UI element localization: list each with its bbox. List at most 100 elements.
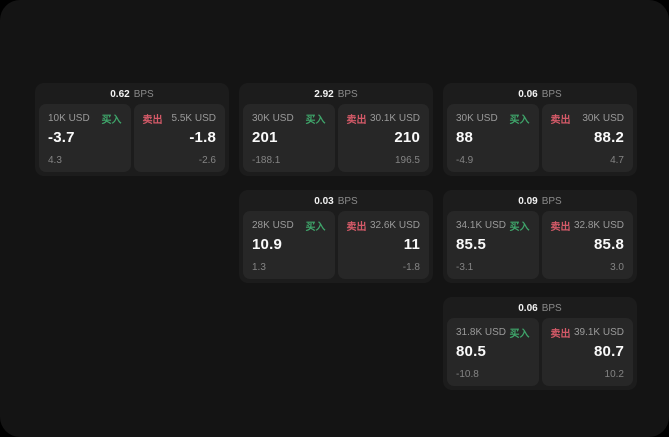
buy-side-label: 买入 [101,115,122,126]
panels: 34.1K USD 买入 85.5 -3.1 卖出 32.8K USD 85.8… [447,211,633,279]
sell-panel[interactable]: 卖出 39.1K USD 80.7 10.2 [541,318,633,386]
bps-value: 0.09 [518,196,538,207]
sell-amount: 30K USD [582,113,624,124]
card-header: 0.06 BPS [447,300,633,318]
buy-side-label: 买入 [509,222,530,233]
sell-delta: 10.2 [604,369,624,380]
bps-value: 0.03 [314,196,334,207]
sell-panel[interactable]: 卖出 30.1K USD 210 196.5 [337,104,429,172]
buy-delta: -10.8 [456,369,479,380]
buy-amount: 34.1K USD [456,220,507,231]
quote-card-1: 0.62 BPS 10K USD 买入 -3.7 4.3 卖出 5.5K USD [35,83,229,176]
sell-delta: 3.0 [610,262,624,273]
quote-card-2: 2.92 BPS 30K USD 买入 201 -188.1 卖出 30.1K … [239,83,433,176]
sell-panel[interactable]: 卖出 30K USD 88.2 4.7 [541,104,633,172]
panels: 28K USD 买入 10.9 1.3 卖出 32.6K USD 11 -1.8 [243,211,429,279]
sell-panel[interactable]: 卖出 32.8K USD 85.8 3.0 [541,211,633,279]
sell-panel-top: 卖出 32.6K USD [347,218,421,233]
buy-amount: 30K USD [456,113,498,124]
buy-amount: 31.8K USD [456,327,507,338]
buy-delta: -188.1 [252,155,281,166]
buy-panel-top: 10K USD 买入 [48,111,122,126]
buy-panel[interactable]: 10K USD 买入 -3.7 4.3 [39,104,131,172]
sell-panel[interactable]: 卖出 32.6K USD 11 -1.8 [337,211,429,279]
buy-price: 201 [252,129,278,146]
sell-price: 85.8 [594,236,624,253]
panels: 31.8K USD 买入 80.5 -10.8 卖出 39.1K USD 80.… [447,318,633,386]
sell-amount: 32.6K USD [369,220,420,231]
buy-amount: 28K USD [252,220,294,231]
sell-panel-top: 卖出 39.1K USD [551,325,625,340]
sell-amount: 5.5K USD [171,113,216,124]
bps-unit: BPS [541,89,562,100]
sell-side-label: 卖出 [346,222,367,233]
sell-side-label: 卖出 [550,115,571,126]
buy-panel[interactable]: 30K USD 买入 88 -4.9 [447,104,539,172]
buy-delta: -3.1 [456,262,474,273]
buy-side-label: 买入 [305,115,326,126]
buy-panel[interactable]: 31.8K USD 买入 80.5 -10.8 [447,318,539,386]
sell-delta: -1.8 [402,262,420,273]
card-header: 0.62 BPS [39,86,225,104]
buy-panel-top: 28K USD 买入 [252,218,326,233]
card-header: 2.92 BPS [243,86,429,104]
buy-panel[interactable]: 28K USD 买入 10.9 1.3 [243,211,335,279]
sell-amount: 30.1K USD [369,113,420,124]
card-header: 0.09 BPS [447,193,633,211]
panels: 30K USD 买入 201 -188.1 卖出 30.1K USD 210 1… [243,104,429,172]
quote-card-3: 0.06 BPS 30K USD 买入 88 -4.9 卖出 30K USD [443,83,637,176]
bps-value: 0.06 [518,89,538,100]
buy-price: -3.7 [48,129,75,146]
buy-panel[interactable]: 34.1K USD 买入 85.5 -3.1 [447,211,539,279]
bps-unit: BPS [541,196,562,207]
sell-panel-top: 卖出 32.8K USD [551,218,625,233]
quote-grid: 0.62 BPS 10K USD 买入 -3.7 4.3 卖出 5.5K USD [35,83,637,390]
sell-price: 88.2 [594,129,624,146]
sell-side-label: 卖出 [550,329,571,340]
buy-delta: 1.3 [252,262,266,273]
sell-amount: 39.1K USD [573,327,624,338]
buy-amount: 10K USD [48,113,90,124]
buy-panel-top: 30K USD 买入 [456,111,530,126]
sell-panel-top: 卖出 30K USD [551,111,625,126]
bps-value: 0.62 [110,89,130,100]
buy-panel-top: 30K USD 买入 [252,111,326,126]
bps-value: 0.06 [518,303,538,314]
buy-panel[interactable]: 30K USD 买入 201 -188.1 [243,104,335,172]
sell-price: 11 [403,236,420,253]
sell-price: -1.8 [189,129,216,146]
bps-unit: BPS [337,196,358,207]
card-header: 0.06 BPS [447,86,633,104]
sell-delta: -2.6 [198,155,216,166]
sell-price: 80.7 [594,343,624,360]
buy-panel-top: 34.1K USD 买入 [456,218,530,233]
buy-side-label: 买入 [509,115,530,126]
bps-unit: BPS [337,89,358,100]
sell-panel-top: 卖出 30.1K USD [347,111,421,126]
bps-unit: BPS [541,303,562,314]
sell-delta: 196.5 [394,155,420,166]
buy-price: 88 [456,129,474,146]
panels: 10K USD 买入 -3.7 4.3 卖出 5.5K USD -1.8 -2.… [39,104,225,172]
bps-unit: BPS [133,89,154,100]
sell-amount: 32.8K USD [573,220,624,231]
sell-delta: 4.7 [610,155,624,166]
sell-price: 210 [394,129,420,146]
bps-value: 2.92 [314,89,334,100]
buy-side-label: 买入 [509,329,530,340]
quote-card-4: 0.03 BPS 28K USD 买入 10.9 1.3 卖出 32.6K US… [239,190,433,283]
panels: 30K USD 买入 88 -4.9 卖出 30K USD 88.2 4.7 [447,104,633,172]
sell-side-label: 卖出 [346,115,367,126]
sell-side-label: 卖出 [142,115,163,126]
sell-side-label: 卖出 [550,222,571,233]
buy-delta: 4.3 [48,155,62,166]
buy-panel-top: 31.8K USD 买入 [456,325,530,340]
buy-price: 80.5 [456,343,486,360]
sell-panel[interactable]: 卖出 5.5K USD -1.8 -2.6 [133,104,225,172]
buy-price: 85.5 [456,236,486,253]
buy-delta: -4.9 [456,155,474,166]
buy-amount: 30K USD [252,113,294,124]
buy-side-label: 买入 [305,222,326,233]
quote-card-6: 0.06 BPS 31.8K USD 买入 80.5 -10.8 卖出 39.1… [443,297,637,390]
